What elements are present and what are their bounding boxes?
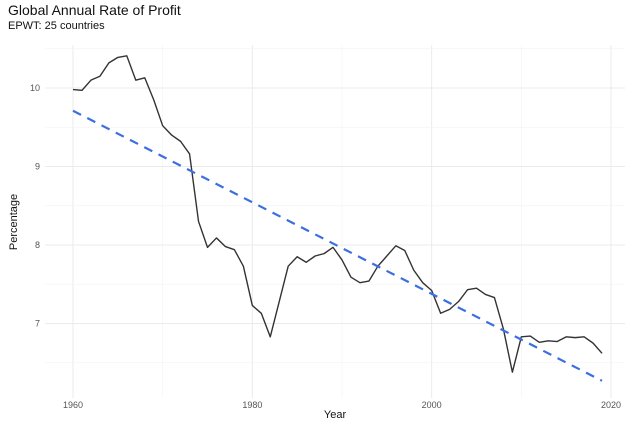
profit-rate-line	[72, 55, 603, 373]
y-tick-label: 7	[35, 319, 40, 329]
chart-subtitle: EPWT: 25 countries	[8, 20, 105, 32]
x-axis-label: Year	[324, 409, 347, 421]
grid	[45, 45, 625, 398]
x-tick-labels: 1960 1980 2000 2020	[63, 400, 621, 410]
y-tick-label: 8	[35, 240, 40, 250]
y-axis-label: Percentage	[8, 194, 20, 250]
y-tick-label: 9	[35, 162, 40, 172]
y-tick-labels: 7 8 9 10	[30, 83, 40, 329]
x-tick-label: 2000	[422, 400, 442, 410]
x-tick-label: 1960	[63, 400, 83, 410]
y-tick-label: 10	[30, 83, 40, 93]
x-tick-label: 2020	[601, 400, 621, 410]
chart-title: Global Annual Rate of Profit	[8, 2, 181, 18]
x-tick-label: 1980	[242, 400, 262, 410]
trend-line	[72, 109, 603, 382]
series-layer	[72, 55, 603, 382]
